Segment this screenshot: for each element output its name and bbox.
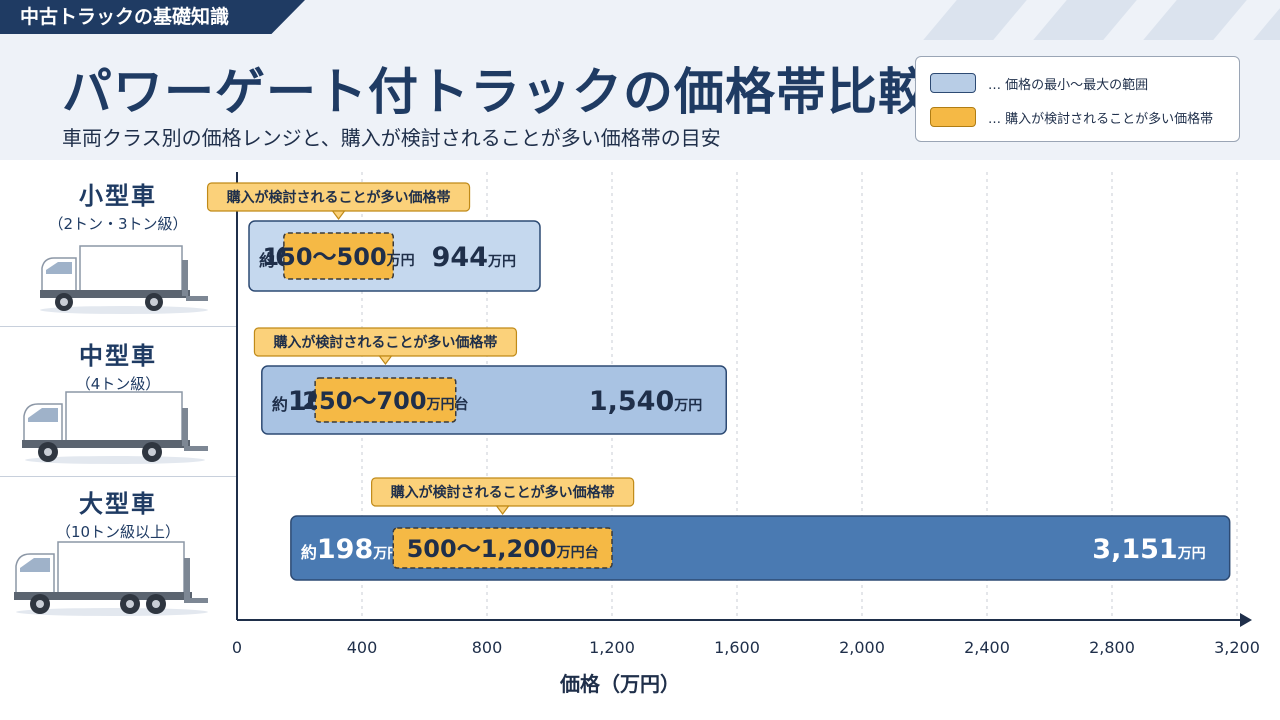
row-divider: [0, 476, 236, 477]
common-range-label-part: 万円: [386, 253, 415, 269]
x-axis-title: 価格（万円）: [559, 672, 680, 696]
range-max-label-part: 万円: [673, 398, 702, 414]
common-range-box: [314, 377, 457, 423]
callout-pointer: [331, 210, 346, 220]
range-max-label-part: 3,151: [1092, 534, 1177, 565]
range-max-label-part: 944: [432, 242, 488, 273]
legend-item-common: … 購入が検討されることが多い価格帯: [930, 105, 1213, 129]
page-subtitle: 車両クラス別の価格レンジと、購入が検討されることが多い価格帯の目安: [62, 126, 721, 150]
x-tick-label: 400: [347, 638, 378, 657]
range-max-label: 3,151万円: [1092, 534, 1205, 565]
common-range-label: 500〜1,200万円台: [407, 535, 599, 563]
callout-pointer: [495, 505, 510, 515]
x-tick-label: 1,600: [714, 638, 760, 657]
chart-legend: … 価格の最小〜最大の範囲 … 購入が検討されることが多い価格帯: [915, 56, 1240, 142]
legend-swatch-range: [930, 73, 976, 93]
x-tick-label: 2,000: [839, 638, 885, 657]
x-tick-label: 1,200: [589, 638, 635, 657]
category-name: 小型車: [79, 182, 157, 210]
legend-swatch-common: [930, 107, 976, 127]
category-sub: （4トン級）: [75, 375, 161, 393]
callout-label: 購入が検討されることが多い価格帯: [390, 484, 615, 501]
row-divider: [0, 326, 236, 327]
category-name: 大型車: [79, 490, 157, 518]
common-range-label: 250〜700万円台: [302, 387, 468, 415]
range-min-label-part: 198: [317, 534, 373, 565]
x-axis-arrow-icon: [1240, 613, 1252, 627]
category-label-small: 小型車 （2トン・3トン級）: [0, 176, 236, 234]
category-sub: （10トン級以上）: [55, 523, 181, 541]
page-title: パワーゲート付トラックの価格帯比較: [62, 63, 929, 121]
common-range-box: [392, 527, 613, 569]
range-max-label: 944万円: [432, 242, 516, 273]
legend-label-common: … 購入が検討されることが多い価格帯: [988, 111, 1214, 127]
common-range-label-part: 万円台: [426, 396, 469, 413]
common-range-label-part: 500〜1,200: [407, 535, 557, 563]
category-label-medium: 中型車 （4トン級）: [0, 336, 236, 394]
category-label-large: 大型車 （10トン級以上）: [0, 484, 236, 542]
common-range-label-part: 万円台: [556, 544, 599, 561]
series-tagline: 中古トラックの基礎知識: [0, 0, 305, 34]
callout-label: 購入が検討されることが多い価格帯: [272, 334, 497, 351]
range-min-label-part: 約: [301, 543, 317, 562]
x-tick-label: 0: [232, 638, 242, 657]
range-max-label-part: 万円: [1177, 546, 1206, 562]
common-range-label: 150〜500万円: [262, 243, 414, 271]
range-max-label-part: 1,540: [589, 386, 674, 417]
callout-pointer: [378, 355, 393, 365]
x-tick-label: 2,400: [964, 638, 1010, 657]
x-tick-label: 2,800: [1089, 638, 1135, 657]
legend-item-range: … 価格の最小〜最大の範囲: [930, 71, 1148, 95]
range-min-label-part: 約: [259, 251, 275, 270]
medium-truck-with-power-gate-icon: [22, 391, 208, 464]
category-sub: （2トン・3トン級）: [48, 215, 188, 233]
range-max-label: 1,540万円: [589, 386, 702, 417]
x-tick-label: 800: [472, 638, 503, 657]
callout-label: 購入が検討されることが多い価格帯: [226, 189, 451, 206]
common-range-label-part: 250〜700: [302, 387, 426, 415]
common-range-box: [283, 232, 394, 280]
range-max-label-part: 万円: [487, 254, 516, 270]
x-tick-label: 3,200: [1214, 638, 1260, 657]
large-truck-with-power-gate-icon: [14, 541, 208, 616]
common-range-label-part: 150〜500: [262, 243, 386, 271]
range-min-label-part: 約: [272, 395, 288, 414]
legend-label-range: … 価格の最小〜最大の範囲: [988, 77, 1149, 93]
small-truck-with-power-gate-icon: [40, 245, 208, 314]
category-name: 中型車: [79, 342, 157, 370]
